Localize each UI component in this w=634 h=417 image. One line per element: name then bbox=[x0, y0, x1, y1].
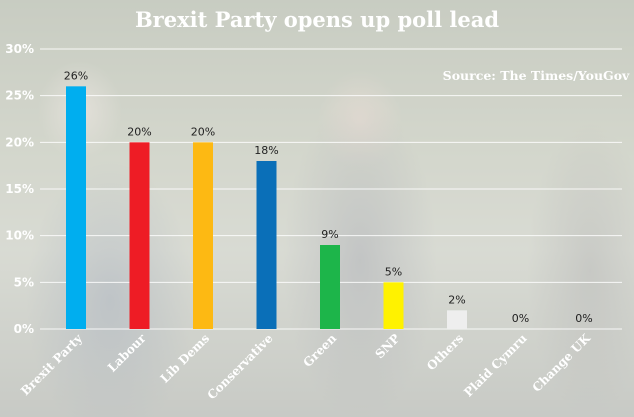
data-label: 0% bbox=[575, 312, 592, 325]
data-label: 20% bbox=[127, 125, 151, 138]
bar bbox=[447, 310, 467, 329]
y-tick-label: 5% bbox=[14, 275, 34, 289]
data-label: 26% bbox=[64, 69, 88, 82]
bar bbox=[129, 142, 150, 329]
bar-layer bbox=[66, 86, 467, 329]
chart-title: Brexit Party opens up poll lead bbox=[135, 7, 499, 32]
y-tick-label: 15% bbox=[5, 182, 34, 196]
bar bbox=[66, 86, 86, 329]
bar bbox=[256, 161, 277, 329]
bar bbox=[193, 142, 213, 329]
y-tick-label: 10% bbox=[5, 229, 34, 243]
bar bbox=[320, 245, 340, 329]
data-label: 9% bbox=[321, 228, 338, 241]
y-tick-label: 30% bbox=[5, 42, 34, 56]
data-label: 5% bbox=[385, 265, 402, 278]
data-label: 18% bbox=[254, 144, 278, 157]
label-layer: 26% 20% 20% 18% 9% 5% 2% 0% 0% bbox=[64, 69, 593, 325]
y-tick-label: 20% bbox=[5, 135, 34, 149]
data-label: 0% bbox=[512, 312, 529, 325]
chart-source: Source: The Times/YouGov bbox=[443, 68, 630, 83]
y-tick-label: 25% bbox=[5, 89, 34, 103]
data-label: 20% bbox=[191, 125, 215, 138]
bar bbox=[383, 282, 404, 329]
y-tick-label: 0% bbox=[14, 322, 34, 336]
data-label: 2% bbox=[448, 293, 465, 306]
